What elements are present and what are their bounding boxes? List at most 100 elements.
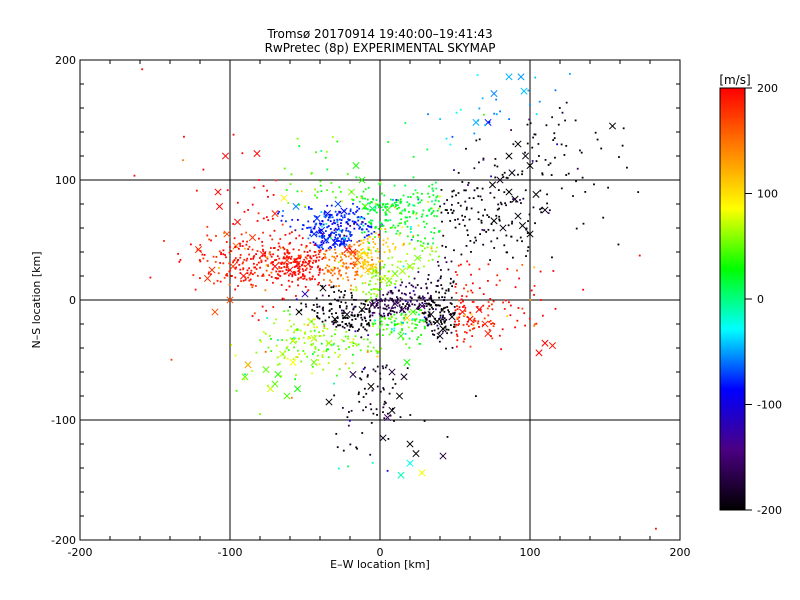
dot-marker	[374, 205, 377, 208]
dot-marker	[309, 249, 311, 252]
dot-marker	[353, 278, 356, 281]
dot-marker	[287, 202, 290, 204]
dot-marker	[265, 269, 268, 272]
dot-marker	[316, 354, 319, 357]
dot-marker	[498, 215, 501, 218]
dot-marker	[343, 326, 346, 329]
dot-marker	[303, 258, 306, 261]
dot-marker	[387, 141, 390, 143]
dot-marker	[448, 310, 450, 313]
dot-marker	[444, 209, 447, 211]
dot-marker	[289, 241, 292, 244]
dot-marker	[394, 248, 396, 251]
dot-marker	[360, 249, 363, 251]
dot-marker	[452, 209, 455, 212]
dot-marker	[297, 284, 299, 287]
dot-marker	[477, 322, 479, 325]
dot-marker	[310, 257, 313, 260]
dot-marker	[334, 236, 337, 239]
dot-marker	[299, 257, 301, 260]
dot-marker	[250, 269, 253, 272]
dot-marker	[387, 219, 389, 222]
dot-marker	[445, 289, 448, 292]
dot-marker	[443, 310, 446, 313]
dot-marker	[491, 308, 494, 311]
dot-marker	[392, 378, 395, 381]
dot-marker	[406, 301, 409, 304]
dot-marker	[338, 284, 340, 287]
dot-marker	[317, 259, 320, 262]
dot-marker	[313, 326, 316, 329]
dot-marker	[428, 185, 431, 188]
x-marker	[388, 406, 396, 414]
dot-marker	[349, 235, 352, 237]
dot-marker	[568, 72, 571, 75]
dot-marker	[225, 274, 228, 277]
dot-marker	[241, 262, 244, 265]
dot-marker	[333, 229, 336, 232]
dot-marker	[298, 203, 301, 206]
dot-marker	[440, 189, 443, 191]
dot-marker	[502, 176, 505, 178]
dot-marker	[370, 256, 373, 259]
dot-marker	[435, 187, 438, 190]
dot-marker	[373, 209, 376, 212]
dot-marker	[367, 263, 370, 266]
dot-marker	[292, 339, 294, 342]
dot-marker	[397, 199, 399, 202]
dot-marker	[395, 199, 398, 201]
dot-marker	[393, 324, 396, 327]
dot-marker	[352, 211, 355, 214]
dot-marker	[352, 353, 354, 356]
dot-marker	[347, 337, 349, 340]
dot-marker	[486, 214, 489, 217]
dot-marker	[275, 258, 278, 261]
dot-marker	[381, 260, 384, 263]
dot-marker	[262, 185, 265, 188]
dot-marker	[376, 256, 379, 259]
dot-marker	[413, 247, 416, 250]
dot-marker	[442, 234, 445, 237]
dot-marker	[350, 190, 353, 193]
dot-marker	[355, 176, 358, 179]
dot-marker	[596, 138, 599, 141]
dot-marker	[307, 318, 310, 320]
dot-marker	[307, 237, 310, 240]
dot-marker	[386, 206, 389, 208]
dot-marker	[336, 219, 339, 222]
dot-marker	[618, 156, 620, 158]
dot-marker	[378, 312, 381, 315]
dot-marker	[343, 237, 346, 240]
dot-marker	[335, 231, 337, 234]
dot-marker	[300, 360, 303, 363]
dot-marker	[399, 331, 402, 334]
dot-marker	[314, 244, 317, 246]
dot-marker	[408, 242, 411, 245]
dot-marker	[339, 324, 342, 327]
dot-marker	[547, 164, 550, 166]
dot-marker	[489, 298, 492, 300]
dot-marker	[351, 341, 354, 343]
dot-marker	[400, 212, 403, 215]
dot-marker	[323, 213, 326, 216]
dot-marker	[405, 343, 407, 346]
dot-marker	[355, 272, 358, 274]
dot-marker	[242, 267, 245, 270]
dot-marker	[324, 253, 326, 256]
dot-marker	[318, 269, 321, 272]
dot-marker	[245, 243, 248, 246]
dot-marker	[355, 196, 358, 198]
dot-marker	[289, 272, 292, 275]
dot-marker	[349, 210, 352, 212]
dot-marker	[300, 309, 303, 312]
y-tick-label: 100	[55, 174, 76, 187]
dot-marker	[414, 189, 417, 192]
dot-marker	[234, 267, 237, 270]
dot-marker	[325, 214, 328, 217]
dot-marker	[368, 221, 371, 224]
dot-marker	[326, 270, 329, 273]
dot-marker	[219, 280, 222, 283]
dot-marker	[506, 315, 509, 318]
dot-marker	[222, 249, 225, 252]
x-marker	[412, 450, 420, 458]
